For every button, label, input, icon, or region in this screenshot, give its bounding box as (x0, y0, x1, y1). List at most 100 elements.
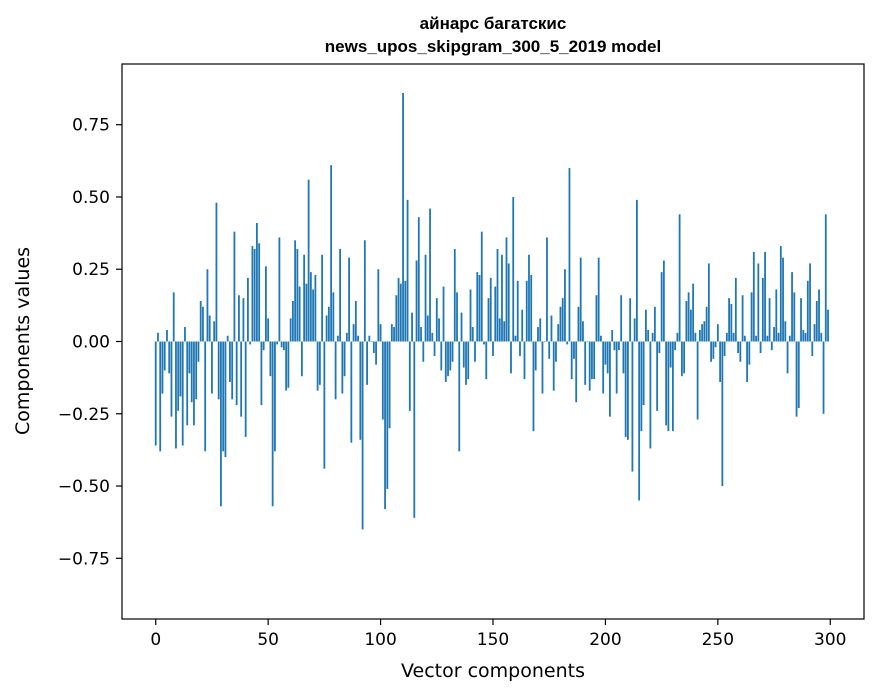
bar-17 (193, 341, 195, 426)
bar-161 (516, 280, 519, 342)
bar-297 (822, 341, 825, 414)
bar-265 (750, 292, 753, 342)
bar-194 (591, 341, 593, 380)
bar-159 (512, 196, 515, 342)
bar-238 (689, 309, 692, 342)
bar-100 (379, 324, 382, 342)
bar-285 (795, 341, 798, 417)
bar-0 (154, 341, 157, 446)
bar-90 (357, 335, 359, 342)
bar-76 (325, 315, 328, 342)
bar-175 (548, 341, 551, 359)
bar-34 (231, 341, 234, 400)
bar-207 (620, 295, 623, 342)
bar-60 (289, 318, 292, 342)
bar-123 (431, 332, 434, 342)
bar-128 (442, 286, 445, 342)
bar-255 (728, 298, 730, 342)
bar-234 (680, 341, 683, 377)
bar-77 (327, 306, 330, 342)
bar-182 (564, 269, 566, 342)
bar-87 (350, 341, 353, 443)
bar-83 (341, 341, 344, 394)
bar-130 (447, 341, 449, 377)
bar-292 (811, 341, 814, 356)
bar-224 (658, 341, 661, 354)
bar-39 (242, 298, 245, 342)
bar-163 (521, 309, 524, 342)
bar-126 (438, 318, 440, 342)
y-tick-label: 0.75 (72, 116, 110, 136)
bar-251 (719, 341, 721, 382)
bar-281 (786, 341, 789, 374)
bar-61 (291, 301, 294, 342)
bar-249 (714, 341, 717, 348)
bar-117 (417, 217, 420, 342)
bar-109 (399, 283, 402, 342)
bar-204 (613, 341, 616, 351)
bar-169 (534, 341, 537, 371)
bar-177 (552, 341, 555, 391)
x-axis: 0 50 100 150 200 250 300 (150, 619, 846, 650)
bar-195 (593, 341, 596, 380)
bar-127 (440, 341, 443, 371)
bar-170 (537, 327, 539, 342)
bar-149 (489, 277, 492, 342)
bar-120 (424, 254, 427, 342)
bar-181 (561, 298, 564, 342)
bar-72 (316, 341, 319, 391)
bar-237 (687, 292, 690, 342)
bar-253 (723, 341, 726, 356)
bar-266 (752, 251, 755, 342)
bar-263 (746, 341, 748, 382)
x-tick-label: 200 (589, 630, 621, 650)
bar-81 (336, 335, 339, 342)
bar-280 (784, 321, 787, 342)
bar-272 (766, 335, 769, 342)
bar-97 (372, 341, 375, 354)
bar-210 (627, 341, 629, 440)
bar-51 (269, 341, 272, 377)
bar-173 (543, 341, 546, 343)
bar-166 (528, 254, 530, 342)
bar-274 (770, 341, 773, 351)
bar-118 (420, 327, 422, 342)
bar-208 (622, 341, 625, 374)
bar-54 (276, 341, 279, 345)
bar-220 (649, 341, 652, 449)
bar-14 (186, 341, 189, 426)
bar-135 (458, 341, 461, 452)
bar-229 (669, 341, 672, 368)
bar-78 (330, 165, 333, 342)
bar-80 (334, 341, 337, 400)
bar-247 (710, 341, 712, 362)
bar-92 (361, 341, 364, 530)
bar-144 (478, 275, 481, 342)
bar-299 (827, 309, 829, 342)
bar-18 (195, 341, 198, 400)
bar-99 (377, 269, 380, 342)
bar-110 (402, 92, 404, 342)
bar-50 (267, 318, 270, 342)
bar-23 (206, 269, 209, 342)
bar-52 (271, 341, 274, 507)
bars-group (154, 92, 829, 530)
bar-216 (640, 341, 643, 432)
bar-114 (411, 312, 413, 342)
bar-273 (768, 298, 771, 342)
bar-47 (260, 341, 263, 406)
bar-213 (633, 318, 636, 342)
bar-49 (265, 266, 267, 342)
bar-137 (462, 341, 465, 368)
bar-71 (314, 275, 317, 342)
bar-199 (602, 341, 605, 394)
bar-25 (211, 341, 213, 394)
bar-200 (604, 341, 607, 365)
bar-260 (739, 341, 742, 362)
bar-28 (217, 341, 220, 400)
bar-270 (761, 277, 764, 342)
bar-203 (611, 329, 614, 342)
bar-214 (636, 199, 638, 342)
bar-66 (303, 254, 306, 342)
